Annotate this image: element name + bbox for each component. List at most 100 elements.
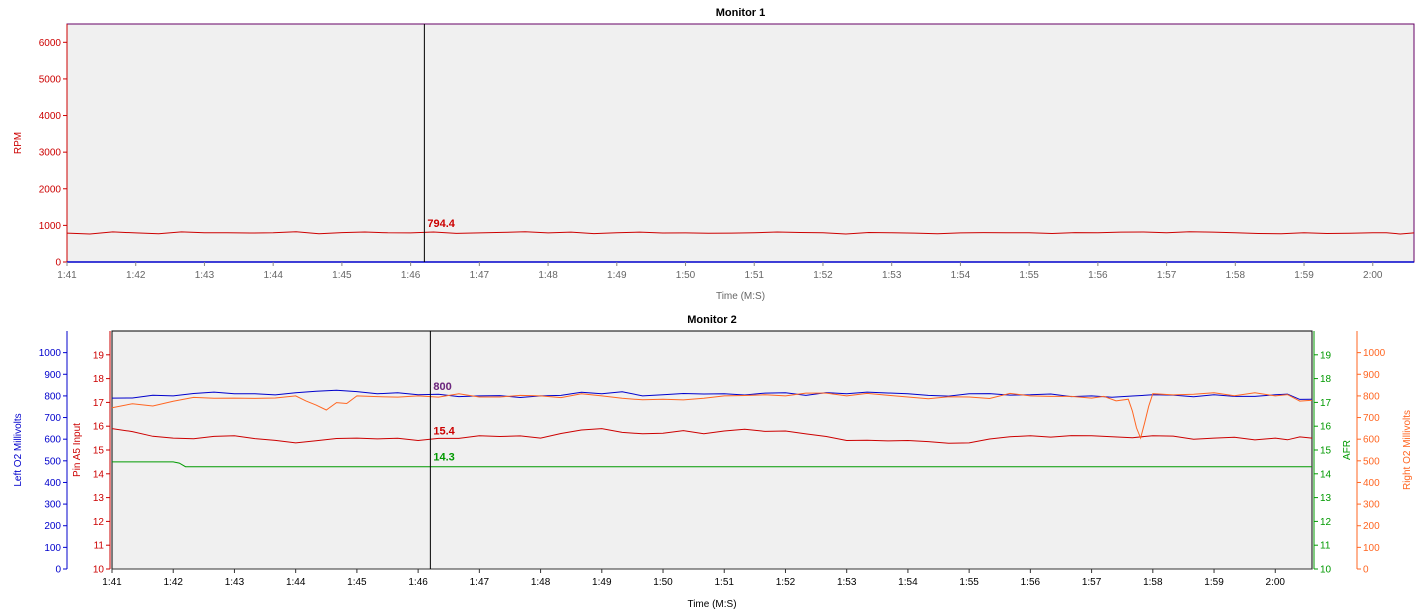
monitor-1-y-tick-label: 4000 (39, 111, 62, 122)
rpm-series-line (66, 231, 1415, 235)
monitor-1-x-tick-label: 1:45 (332, 270, 352, 281)
pin-a5-series-line (111, 428, 1313, 444)
left-o2-cursor-value: 800 (433, 381, 451, 393)
right-o2-tick-label: 800 (1363, 391, 1380, 402)
monitor-1-x-tick-label: 1:54 (951, 270, 971, 281)
right-o2-cursor-value: 800 (433, 381, 451, 393)
afr-tick-label: 13 (1320, 493, 1332, 504)
monitor-2-x-tick-label: 1:48 (531, 577, 551, 588)
right-o2-tick-label: 300 (1363, 500, 1380, 511)
monitor-1-x-tick-label: 1:58 (1226, 270, 1246, 281)
left-o2-tick-label: 900 (44, 370, 61, 381)
monitor-1-x-axis-label: Time (M:S) (716, 291, 765, 302)
monitor-1-x-tick-label: 1:44 (263, 270, 283, 281)
afr-tick-label: 14 (1320, 469, 1332, 480)
monitor-2-x-tick-label: 1:46 (408, 577, 428, 588)
left-o2-series-line (111, 389, 1313, 400)
pin-a5-axis-label: Pin A5 Input (72, 423, 83, 477)
monitor-1-x-tick-label: 1:57 (1157, 270, 1177, 281)
monitor-1-cursor-value: 794.4 (427, 218, 455, 230)
monitor-1-y-tick-label: 2000 (39, 184, 62, 195)
monitor-2-x-tick-label: 1:51 (715, 577, 735, 588)
pin-a5-tick-label: 17 (93, 398, 105, 409)
right-o2-tick-label: 900 (1363, 370, 1380, 381)
left-o2-tick-label: 400 (44, 478, 61, 489)
pin-a5-tick-label: 18 (93, 374, 105, 385)
monitor-2-x-tick-label: 1:57 (1082, 577, 1102, 588)
monitor-1-title: Monitor 1 (716, 7, 766, 19)
left-o2-tick-label: 300 (44, 500, 61, 511)
afr-tick-label: 19 (1320, 350, 1332, 361)
afr-tick-label: 18 (1320, 374, 1332, 385)
pin-a5-tick-label: 12 (93, 517, 105, 528)
monitor-2-x-tick-label: 1:55 (959, 577, 979, 588)
monitor-1-plot-area (66, 23, 1415, 263)
left-o2-tick-label: 100 (44, 543, 61, 554)
monitor-1-y-tick-label: 1000 (39, 221, 62, 232)
monitor-1-y-tick-label: 6000 (39, 38, 62, 49)
monitor-2-x-tick-label: 1:58 (1143, 577, 1163, 588)
afr-tick-label: 11 (1320, 541, 1331, 552)
pin-a5-cursor-value: 15.4 (433, 425, 455, 437)
monitor-1-x-tick-label: 1:59 (1294, 270, 1314, 281)
monitor-1-x-tick-label: 1:53 (882, 270, 902, 281)
monitor-1-x-tick-label: 1:56 (1088, 270, 1108, 281)
monitor-1-x-tick-label: 1:46 (401, 270, 421, 281)
right-o2-tick-label: 700 (1363, 413, 1380, 424)
right-o2-tick-label: 100 (1363, 543, 1380, 554)
monitor-1-y-tick-label: 5000 (39, 74, 62, 85)
monitor-1-x-tick-label: 1:52 (813, 270, 833, 281)
afr-tick-label: 15 (1320, 446, 1332, 457)
monitor-2-x-tick-label: 2:00 (1266, 577, 1286, 588)
monitor-1-x-tick-label: 1:49 (607, 270, 627, 281)
left-o2-tick-label: 600 (44, 435, 61, 446)
monitor-2-x-tick-label: 1:52 (776, 577, 796, 588)
monitor-2-x-tick-label: 1:45 (347, 577, 367, 588)
left-o2-axis-label: Left O2 Millivolts (13, 413, 24, 486)
left-o2-tick-label: 500 (44, 456, 61, 467)
monitor-2-x-axis-label: Time (M:S) (687, 599, 736, 610)
right-o2-tick-label: 200 (1363, 521, 1380, 532)
right-o2-axis-label: Right O2 Millivolts (1402, 410, 1413, 490)
right-o2-tick-label: 1000 (1363, 348, 1386, 359)
pin-a5-tick-label: 13 (93, 493, 105, 504)
monitor-1-x-tick-label: 1:48 (538, 270, 558, 281)
monitor-1-x-tick-label: 1:55 (1019, 270, 1039, 281)
monitor-1-y-tick-label: 0 (55, 258, 61, 269)
monitor-1-x-tick-label: 1:43 (195, 270, 215, 281)
monitor-2-plot-area (111, 330, 1313, 570)
monitor-2-x-tick-label: 1:53 (837, 577, 857, 588)
monitor-2-x-tick-label: 1:50 (653, 577, 673, 588)
monitor-2-x-tick-label: 1:44 (286, 577, 306, 588)
monitor-2-x-tick-label: 1:59 (1204, 577, 1224, 588)
monitor-2-x-tick-label: 1:47 (470, 577, 490, 588)
right-o2-tick-label: 400 (1363, 478, 1380, 489)
monitor-1-x-tick-label: 1:47 (470, 270, 490, 281)
left-o2-tick-label: 0 (55, 565, 61, 576)
monitor-1-y-tick-label: 3000 (39, 148, 62, 159)
left-o2-tick-label: 1000 (39, 348, 62, 359)
monitor-1-x-tick-label: 1:41 (57, 270, 77, 281)
monitor-1-x-tick-label: 1:50 (676, 270, 696, 281)
afr-cursor-value: 14.3 (433, 452, 454, 464)
afr-axis-label: AFR (1342, 440, 1353, 460)
monitor-1-x-tick-label: 2:00 (1363, 270, 1383, 281)
left-o2-tick-label: 200 (44, 521, 61, 532)
right-o2-tick-label: 500 (1363, 456, 1380, 467)
afr-series-line (112, 461, 1312, 468)
monitor-2-x-tick-label: 1:43 (225, 577, 245, 588)
monitor-2-x-tick-label: 1:54 (898, 577, 918, 588)
monitor-1-x-tick-label: 1:51 (745, 270, 765, 281)
pin-a5-tick-label: 10 (93, 565, 105, 576)
monitor-2-x-tick-label: 1:42 (163, 577, 183, 588)
monitor-1-x-tick-label: 1:42 (126, 270, 146, 281)
left-o2-tick-label: 700 (44, 413, 61, 424)
monitor-2-x-tick-label: 1:41 (102, 577, 122, 588)
pin-a5-tick-label: 15 (93, 446, 105, 457)
pin-a5-tick-label: 11 (94, 541, 105, 552)
afr-tick-label: 10 (1320, 565, 1332, 576)
afr-tick-label: 12 (1320, 517, 1332, 528)
right-o2-series-line (111, 392, 1313, 440)
